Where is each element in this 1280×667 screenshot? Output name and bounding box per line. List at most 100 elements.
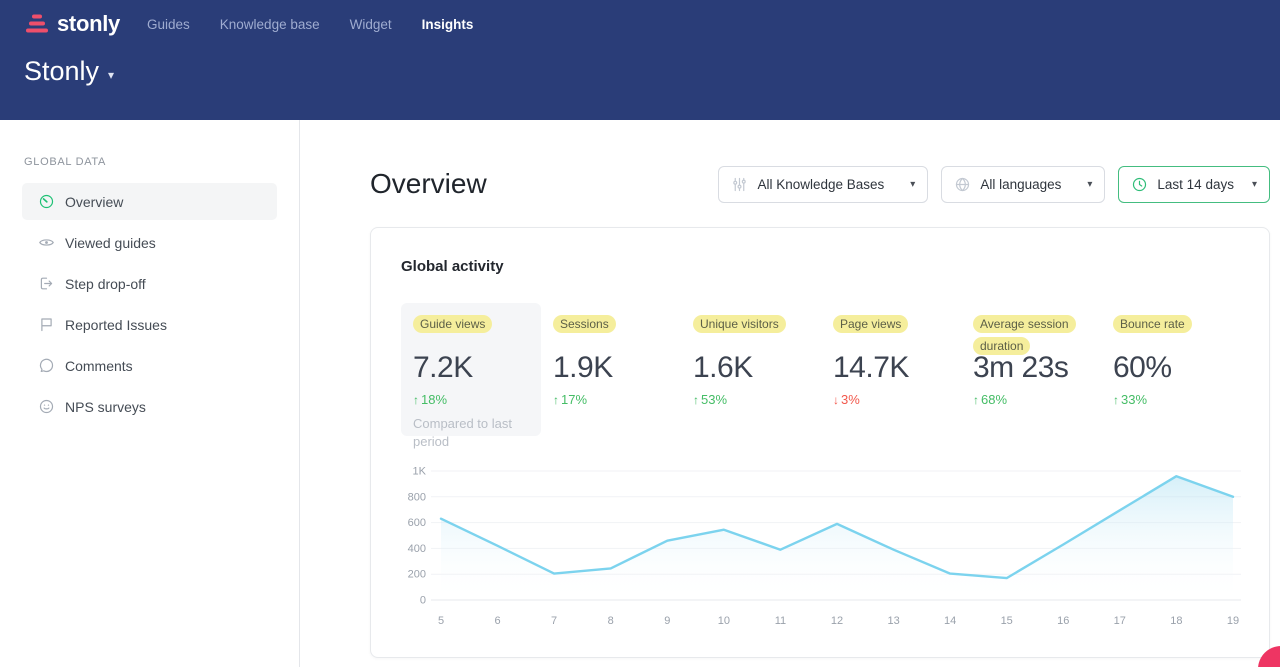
caret-down-icon: ▾ xyxy=(108,67,115,82)
activity-area-chart: 0 200 400 600 800 1K 5 6 7 8 9 10 11 12 13 14 15 16 17 18 19 xyxy=(401,436,1269,637)
metric-label: Guide views xyxy=(413,315,493,333)
arrow-up-icon: ↑ xyxy=(973,393,979,407)
svg-text:14: 14 xyxy=(944,615,956,627)
languages-filter-label: All languages xyxy=(980,177,1062,192)
workspace-switcher[interactable]: Stonly ▾ xyxy=(24,56,114,87)
metric-value: 7.2K xyxy=(413,351,473,384)
metric-change: ↑ 18% xyxy=(413,392,529,407)
clock-icon xyxy=(1131,176,1148,193)
metric-guide-views[interactable]: Guide views 7.2K ↑ 18% Compared to last peri… xyxy=(401,303,541,449)
nav-widget[interactable]: Widget xyxy=(349,16,392,32)
metric-bounce-rate[interactable]: Bounce rate 60% ↑ 33% xyxy=(1101,303,1241,417)
svg-text:1K: 1K xyxy=(413,466,427,478)
svg-text:7: 7 xyxy=(551,615,557,627)
sidebar-item-label: Comments xyxy=(65,357,133,374)
sidebar-item-step-drop-off[interactable]: Step drop-off xyxy=(22,265,277,302)
svg-text:800: 800 xyxy=(408,491,426,503)
svg-text:8: 8 xyxy=(608,615,614,627)
metric-label: Bounce rate xyxy=(1113,315,1192,333)
stonly-logo[interactable]: stonly xyxy=(24,11,120,37)
metric-change-value: 53% xyxy=(701,392,728,407)
caret-down-icon: ▾ xyxy=(910,179,916,190)
metrics-row: Guide views 7.2K ↑ 18% Compared to last peri… xyxy=(401,303,1269,449)
metric-value: 1.9K xyxy=(553,351,613,384)
languages-filter[interactable]: All languages ▾ xyxy=(941,166,1106,203)
flag-icon xyxy=(38,316,55,333)
metric-value: 60% xyxy=(1113,351,1172,384)
nav-insights[interactable]: Insights xyxy=(421,16,474,32)
svg-text:18: 18 xyxy=(1170,615,1182,627)
metric-unique-visitors[interactable]: Unique visitors 1.6K ↑ 53% xyxy=(681,303,821,417)
stonly-logo-text: stonly xyxy=(57,11,120,36)
svg-text:600: 600 xyxy=(408,517,426,529)
metric-label: Sessions xyxy=(553,315,616,333)
metric-value: 1.6K xyxy=(693,351,753,384)
sidebar-item-viewed-guides[interactable]: Viewed guides xyxy=(22,224,277,261)
metric-change-value: 17% xyxy=(561,392,588,407)
metric-change: ↑ 17% xyxy=(553,392,669,407)
metric-value: 3m 23s xyxy=(973,351,1069,384)
caret-down-icon: ▾ xyxy=(1251,179,1257,190)
arrow-up-icon: ↑ xyxy=(553,393,559,407)
sliders-icon xyxy=(731,176,748,193)
metric-change: ↑ 33% xyxy=(1113,392,1229,407)
metric-sessions[interactable]: Sessions 1.9K ↑ 17% xyxy=(541,303,681,417)
svg-text:13: 13 xyxy=(887,615,899,627)
activity-chart-svg: 0 200 400 600 800 1K 5 6 7 8 9 10 11 12 13 14 15 16 17 18 19 xyxy=(408,466,1241,627)
arrow-up-icon: ↑ xyxy=(693,393,699,407)
page-body: GLOBAL DATA Overview Viewed guides Step dr… xyxy=(0,120,1280,667)
stonly-logo-icon xyxy=(24,13,50,35)
nav-knowledge-base[interactable]: Knowledge base xyxy=(219,16,320,32)
sidebar-item-nps-surveys[interactable]: NPS surveys xyxy=(22,388,277,425)
sidebar-item-label: NPS surveys xyxy=(65,398,146,415)
svg-text:11: 11 xyxy=(775,615,786,627)
arrow-up-icon: ↑ xyxy=(1113,393,1119,407)
top-header: stonly Guides Knowledge base Widget Insight… xyxy=(0,0,1280,120)
metric-change-value: 3% xyxy=(841,392,860,407)
step-exit-icon xyxy=(38,275,55,292)
knowledge-bases-filter-label: All Knowledge Bases xyxy=(757,177,885,192)
metric-label: Average session duration xyxy=(973,315,1076,356)
caret-down-icon: ▾ xyxy=(1087,179,1093,190)
metric-value: 14.7K xyxy=(833,351,909,384)
svg-text:12: 12 xyxy=(831,615,843,627)
svg-text:5: 5 xyxy=(438,615,444,627)
arrow-up-icon: ↑ xyxy=(413,393,419,407)
sidebar-item-overview[interactable]: Overview xyxy=(22,183,277,220)
globe-icon xyxy=(954,176,971,193)
metric-label: Page views xyxy=(833,315,909,333)
sidebar-item-label: Reported Issues xyxy=(65,316,167,333)
knowledge-bases-filter[interactable]: All Knowledge Bases ▾ xyxy=(718,166,929,203)
svg-text:9: 9 xyxy=(664,615,670,627)
metric-page-views[interactable]: Page views 14.7K ↓ 3% xyxy=(821,303,961,417)
arrow-down-icon: ↓ xyxy=(833,393,839,407)
svg-text:400: 400 xyxy=(408,543,426,555)
svg-text:200: 200 xyxy=(408,569,426,581)
date-range-filter[interactable]: Last 14 days ▾ xyxy=(1118,166,1270,203)
sidebar-item-label: Overview xyxy=(65,193,124,210)
metric-change-value: 18% xyxy=(421,392,448,407)
sidebar: GLOBAL DATA Overview Viewed guides Step dr… xyxy=(0,120,300,667)
svg-text:16: 16 xyxy=(1057,615,1069,627)
sidebar-items: Overview Viewed guides Step drop-off Report… xyxy=(0,183,299,425)
metric-change: ↑ 68% xyxy=(973,392,1089,407)
sidebar-item-comments[interactable]: Comments xyxy=(22,347,277,384)
metric-change: ↑ 53% xyxy=(693,392,809,407)
svg-text:0: 0 xyxy=(420,595,426,607)
main-nav: Guides Knowledge base Widget Insights xyxy=(147,17,473,32)
comment-icon xyxy=(38,357,55,374)
workspace-title: Stonly xyxy=(24,56,100,86)
nav-guides[interactable]: Guides xyxy=(147,16,190,32)
sidebar-item-label: Viewed guides xyxy=(65,234,156,251)
metric-change-value: 68% xyxy=(981,392,1008,407)
card-title: Global activity xyxy=(401,258,504,275)
metric-average-session-duration[interactable]: Average session duration 3m 23s ↑ 68% xyxy=(961,303,1101,417)
metric-change-value: 33% xyxy=(1121,392,1148,407)
date-range-filter-label: Last 14 days xyxy=(1157,177,1234,192)
svg-text:15: 15 xyxy=(1001,615,1013,627)
svg-text:6: 6 xyxy=(495,615,501,627)
metric-note: Compared to last period xyxy=(413,416,512,450)
main-content: Overview All Knowledge Bases ▾ All langu… xyxy=(300,120,1280,667)
svg-text:17: 17 xyxy=(1114,615,1126,627)
sidebar-item-reported-issues[interactable]: Reported Issues xyxy=(22,306,277,343)
